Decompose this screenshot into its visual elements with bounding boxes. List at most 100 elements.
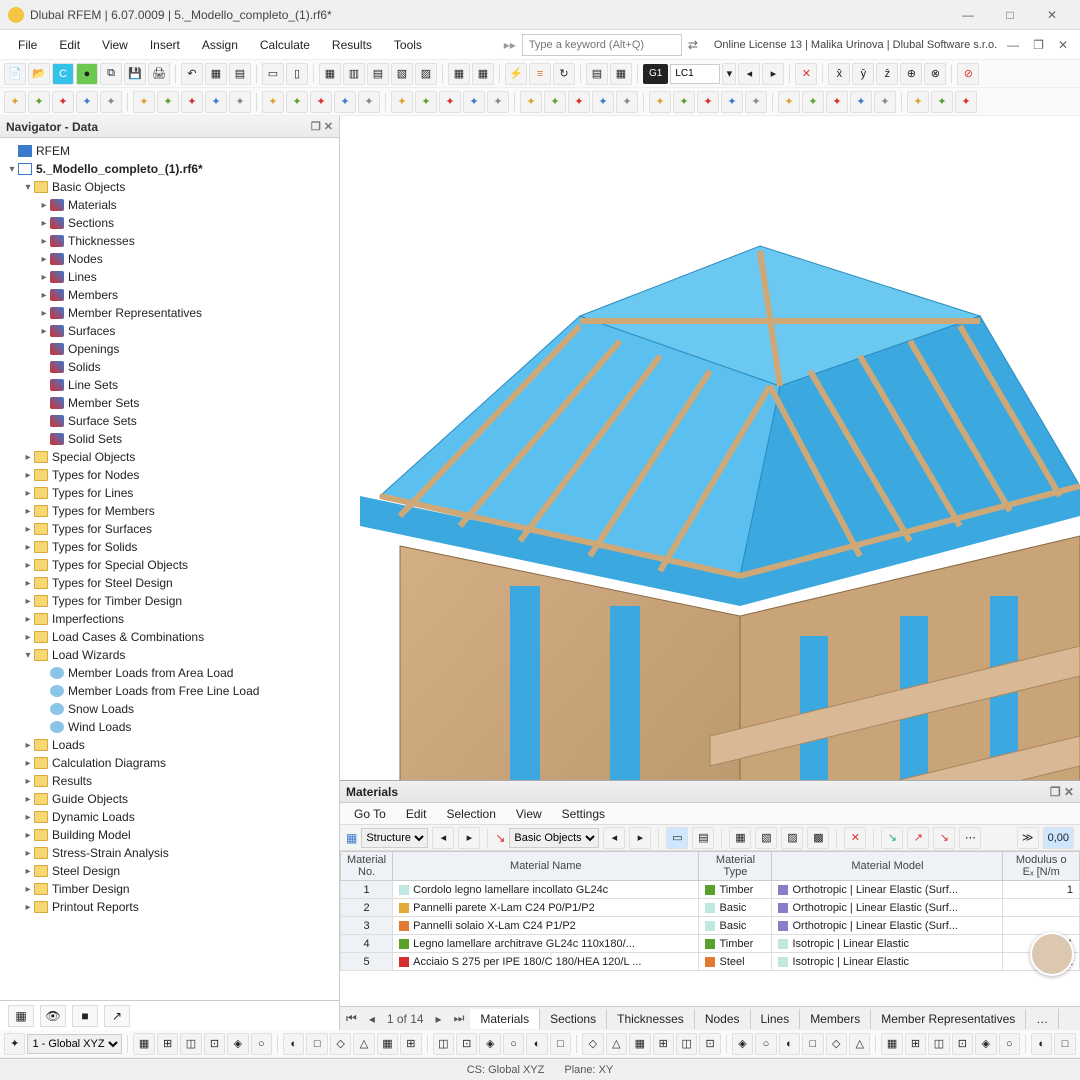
tb-m2[interactable]: ▦ (610, 63, 632, 85)
tree-lw-3[interactable]: Wind Loads (0, 718, 339, 736)
nav-tab-res[interactable]: ↗ (104, 1005, 130, 1027)
bt-20[interactable]: ▦ (629, 1033, 650, 1055)
tree-f2-8[interactable]: ▸Timber Design (0, 880, 339, 898)
tb-del[interactable]: ⊘ (957, 63, 979, 85)
tb2-27[interactable]: ✦ (697, 91, 719, 113)
tb-open[interactable]: 📂 (28, 63, 50, 85)
mat-col-0[interactable]: MaterialNo. (341, 852, 393, 881)
mt-b6[interactable]: ▩ (807, 827, 829, 849)
bt-15[interactable]: ○ (503, 1033, 524, 1055)
close-button[interactable]: ✕ (1032, 3, 1072, 27)
tb2-4[interactable]: ✦ (100, 91, 122, 113)
tb2-36[interactable]: ✦ (931, 91, 953, 113)
page-next[interactable]: ▸ (430, 1012, 448, 1026)
tb2-15[interactable]: ✦ (391, 91, 413, 113)
tree-f2-6[interactable]: ▸Stress-Strain Analysis (0, 844, 339, 862)
tb2-0[interactable]: ✦ (4, 91, 26, 113)
mat-tab-nodes[interactable]: Nodes (695, 1009, 751, 1029)
bt-8[interactable]: ◇ (330, 1033, 351, 1055)
tb-g2[interactable]: ▦ (472, 63, 494, 85)
lc-next[interactable]: ▸ (762, 63, 784, 85)
bt-3[interactable]: ⊡ (204, 1033, 225, 1055)
mat-col-2[interactable]: MaterialType (699, 852, 772, 881)
mat-menu-selection[interactable]: Selection (439, 805, 504, 823)
tb-v2[interactable]: ▯ (286, 63, 308, 85)
tree-f1-2[interactable]: ▸Types for Lines (0, 484, 339, 502)
mt-b4[interactable]: ▧ (755, 827, 777, 849)
mt-sel[interactable]: ▭ (666, 827, 688, 849)
bt-1[interactable]: ⊞ (157, 1033, 178, 1055)
bt-23[interactable]: ⊡ (699, 1033, 720, 1055)
menu-file[interactable]: File (8, 34, 47, 56)
tb-m1[interactable]: ▤ (586, 63, 608, 85)
tree-f2-1[interactable]: ▸Calculation Diagrams (0, 754, 339, 772)
mt-more[interactable]: ≫ (1017, 827, 1039, 849)
tb2-13[interactable]: ✦ (334, 91, 356, 113)
tree-root[interactable]: RFEM (0, 142, 339, 160)
tb-d2[interactable]: ▤ (229, 63, 251, 85)
bt-12[interactable]: ◫ (433, 1033, 454, 1055)
tb-w3[interactable]: ▤ (367, 63, 389, 85)
bt-10[interactable]: ▦ (377, 1033, 398, 1055)
maximize-button[interactable]: □ (990, 3, 1030, 27)
tb-calc3[interactable]: ↻ (553, 63, 575, 85)
tree-f1-0[interactable]: ▸Special Objects (0, 448, 339, 466)
tb2-12[interactable]: ✦ (310, 91, 332, 113)
bt-21[interactable]: ⊞ (653, 1033, 674, 1055)
keyword-input[interactable] (522, 34, 682, 56)
tb2-34[interactable]: ✦ (874, 91, 896, 113)
menu-edit[interactable]: Edit (49, 34, 90, 56)
bt-28[interactable]: ◇ (826, 1033, 847, 1055)
tb-c1[interactable]: C (52, 63, 74, 85)
loadcase-g1[interactable]: G1 (643, 64, 668, 84)
tb-dim3[interactable]: ẑ (876, 63, 898, 85)
mat-menu-view[interactable]: View (508, 805, 550, 823)
bt-0[interactable]: ▦ (133, 1033, 154, 1055)
mt-r2[interactable]: ↗ (907, 827, 929, 849)
structure-select[interactable]: Structure (361, 828, 428, 848)
lc-prev[interactable]: ◂ (738, 63, 760, 85)
mat-col-4[interactable]: Modulus oEₓ [N/m (1003, 852, 1080, 881)
bt-22[interactable]: ◫ (676, 1033, 697, 1055)
table-row[interactable]: 4 Legno lamellare architrave GL24c 110x1… (341, 935, 1080, 953)
mt-units[interactable]: 0,00 (1043, 827, 1074, 849)
tb2-23[interactable]: ✦ (592, 91, 614, 113)
tb-calc1[interactable]: ⚡ (505, 63, 527, 85)
mt-del[interactable]: ✕ (844, 827, 866, 849)
bt-5[interactable]: ○ (251, 1033, 272, 1055)
tree-bo-6[interactable]: ▸Member Representatives (0, 304, 339, 322)
tree-bo-0[interactable]: ▸Materials (0, 196, 339, 214)
mat-tab-members[interactable]: Members (800, 1009, 871, 1029)
menu-tools[interactable]: Tools (384, 34, 432, 56)
3d-viewport[interactable]: Materials ❐ ✕ Go ToEditSelectionViewSett… (340, 116, 1080, 1030)
bt-17[interactable]: □ (550, 1033, 571, 1055)
tree-file[interactable]: ▾5._Modello_completo_(1).rf6* (0, 160, 339, 178)
tb2-6[interactable]: ✦ (157, 91, 179, 113)
mt-prev[interactable]: ◂ (432, 827, 454, 849)
bt-16[interactable]: ◐ (526, 1033, 547, 1055)
keyword-toggle-icon[interactable]: ⇄ (688, 38, 698, 52)
materials-table[interactable]: MaterialNo.Material NameMaterialTypeMate… (340, 851, 1080, 1006)
bt-cs-icon[interactable]: ✦ (4, 1033, 25, 1055)
tb-v1[interactable]: ▭ (262, 63, 284, 85)
bt-19[interactable]: △ (606, 1033, 627, 1055)
navigator-pin-icon[interactable]: ❐ ✕ (311, 120, 333, 133)
bt-4[interactable]: ◈ (227, 1033, 248, 1055)
tb-w5[interactable]: ▨ (415, 63, 437, 85)
mat-tab-sections[interactable]: Sections (540, 1009, 607, 1029)
bt-35[interactable]: ○ (999, 1033, 1020, 1055)
tree-lw-1[interactable]: Member Loads from Free Line Load (0, 682, 339, 700)
tb2-22[interactable]: ✦ (568, 91, 590, 113)
tb2-8[interactable]: ✦ (205, 91, 227, 113)
tb2-21[interactable]: ✦ (544, 91, 566, 113)
tb2-37[interactable]: ✦ (955, 91, 977, 113)
tree-f1-9[interactable]: ▸Imperfections (0, 610, 339, 628)
mini-close-icon[interactable]: ✕ (1054, 38, 1072, 52)
tb2-16[interactable]: ✦ (415, 91, 437, 113)
tb-calc2[interactable]: ≡ (529, 63, 551, 85)
tb-new[interactable]: 📄 (4, 63, 26, 85)
tb-dim2[interactable]: ŷ (852, 63, 874, 85)
tb2-1[interactable]: ✦ (28, 91, 50, 113)
tree-bo-1[interactable]: ▸Sections (0, 214, 339, 232)
tree-f1-6[interactable]: ▸Types for Special Objects (0, 556, 339, 574)
